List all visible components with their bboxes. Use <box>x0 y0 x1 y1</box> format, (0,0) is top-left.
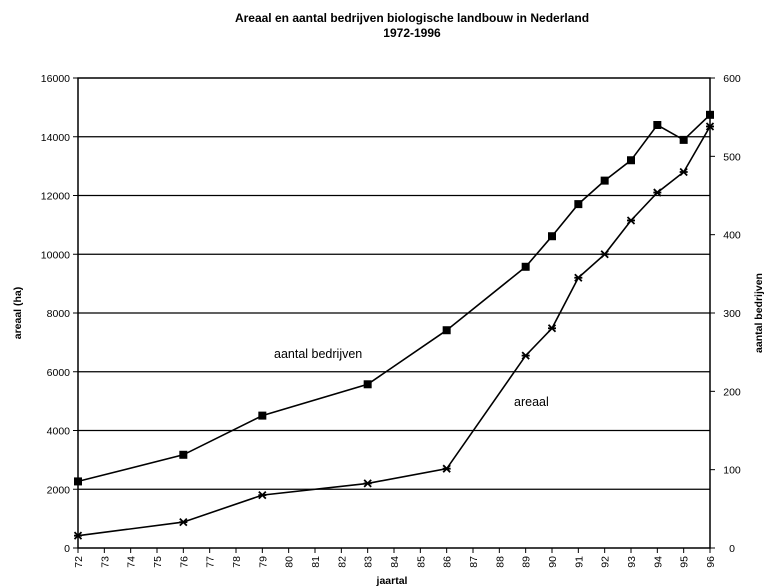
data-point-square <box>679 135 688 144</box>
left-tick-label: 12000 <box>41 191 70 203</box>
data-point-star <box>179 518 188 527</box>
x-tick-label: 94 <box>652 556 664 568</box>
x-tick-label: 86 <box>442 556 454 568</box>
data-point-star <box>653 188 662 197</box>
x-tick-label: 96 <box>705 556 717 568</box>
data-point-square <box>653 121 662 129</box>
x-tick-label: 84 <box>389 556 401 568</box>
left-axis: 0 2000 4000 6000 8000 10000 12000 14000 16000 <box>41 73 78 555</box>
right-tick-label: 100 <box>723 465 741 477</box>
x-tick-label: 73 <box>99 556 111 568</box>
right-tick-label: 0 <box>729 543 735 555</box>
left-tick-label: 2000 <box>47 484 71 496</box>
x-tick-label: 92 <box>600 556 612 568</box>
left-tick-label: 14000 <box>41 132 70 144</box>
data-point-square <box>521 262 530 271</box>
left-tick-label: 0 <box>64 543 70 555</box>
x-tick-label: 83 <box>363 556 375 568</box>
series-line-0 <box>77 114 711 483</box>
data-point-star <box>363 479 372 488</box>
data-point-star <box>626 216 636 225</box>
right-tick-label: 300 <box>723 308 741 320</box>
series-line-1 <box>77 126 711 537</box>
data-point-star <box>705 122 715 131</box>
left-axis-title: areaal (ha) <box>12 287 24 340</box>
left-tick-label: 8000 <box>47 308 71 320</box>
x-tick-label: 75 <box>152 556 164 568</box>
x-tick-label: 77 <box>205 556 217 568</box>
data-point-star <box>574 273 583 282</box>
data-point-square <box>574 200 583 209</box>
x-tick-label: 88 <box>494 556 506 568</box>
x-tick-label: 78 <box>231 556 243 568</box>
right-axis-title: aantal bedrijven <box>753 273 765 353</box>
x-axis-title: jaartal <box>376 575 408 587</box>
gridlines <box>78 136 710 490</box>
data-point-star <box>442 464 451 473</box>
x-axis: 72 73 74 75 76 77 78 79 80 81 82 83 84 85 86 87 88 89 90 91… <box>73 548 717 568</box>
data-point-square <box>442 326 451 335</box>
x-tick-label: 79 <box>257 556 269 568</box>
data-point-star <box>521 351 530 360</box>
x-tick-label: 82 <box>336 556 348 568</box>
x-tick-label: 81 <box>310 556 322 568</box>
data-point-star <box>547 324 557 333</box>
data-point-star <box>600 250 609 259</box>
left-tick-label: 4000 <box>47 426 71 438</box>
x-tick-label: 76 <box>178 556 190 568</box>
right-tick-label: 500 <box>723 151 741 163</box>
series-label-areaal: areaal <box>514 395 549 409</box>
data-point-star <box>73 531 83 540</box>
x-tick-label: 91 <box>573 556 585 568</box>
left-tick-label: 6000 <box>47 367 71 379</box>
data-point-square <box>74 477 82 486</box>
data-point-square <box>179 450 188 459</box>
data-point-square <box>363 380 372 389</box>
data-point-star <box>258 490 267 500</box>
left-tick-label: 10000 <box>41 249 70 261</box>
data-point-star <box>679 167 688 177</box>
data-point-square <box>258 411 267 420</box>
chart-title-line1: Areaal en aantal bedrijven biologische l… <box>235 11 589 25</box>
x-tick-label: 89 <box>521 556 533 568</box>
right-tick-label: 200 <box>723 386 741 398</box>
x-tick-label: 85 <box>415 556 427 568</box>
right-tick-label: 600 <box>723 73 741 85</box>
x-tick-label: 80 <box>284 556 296 568</box>
data-point-square <box>548 232 556 241</box>
left-tick-label: 16000 <box>41 73 70 85</box>
x-tick-label: 72 <box>73 556 85 568</box>
x-tick-label: 93 <box>626 556 638 568</box>
right-tick-label: 400 <box>723 230 741 242</box>
x-tick-label: 95 <box>679 556 691 568</box>
data-point-square <box>600 176 609 185</box>
x-tick-label: 87 <box>468 556 480 568</box>
right-axis: 0 100 200 300 400 500 600 <box>710 73 741 555</box>
data-point-square <box>627 156 635 165</box>
series-group <box>73 110 715 540</box>
x-tick-label: 74 <box>126 556 138 568</box>
data-point-square <box>706 110 714 119</box>
x-tick-label: 90 <box>547 556 559 568</box>
series-label-aantal-bedrijven: aantal bedrijven <box>274 347 362 361</box>
chart-title-line2: 1972-1996 <box>383 26 441 40</box>
